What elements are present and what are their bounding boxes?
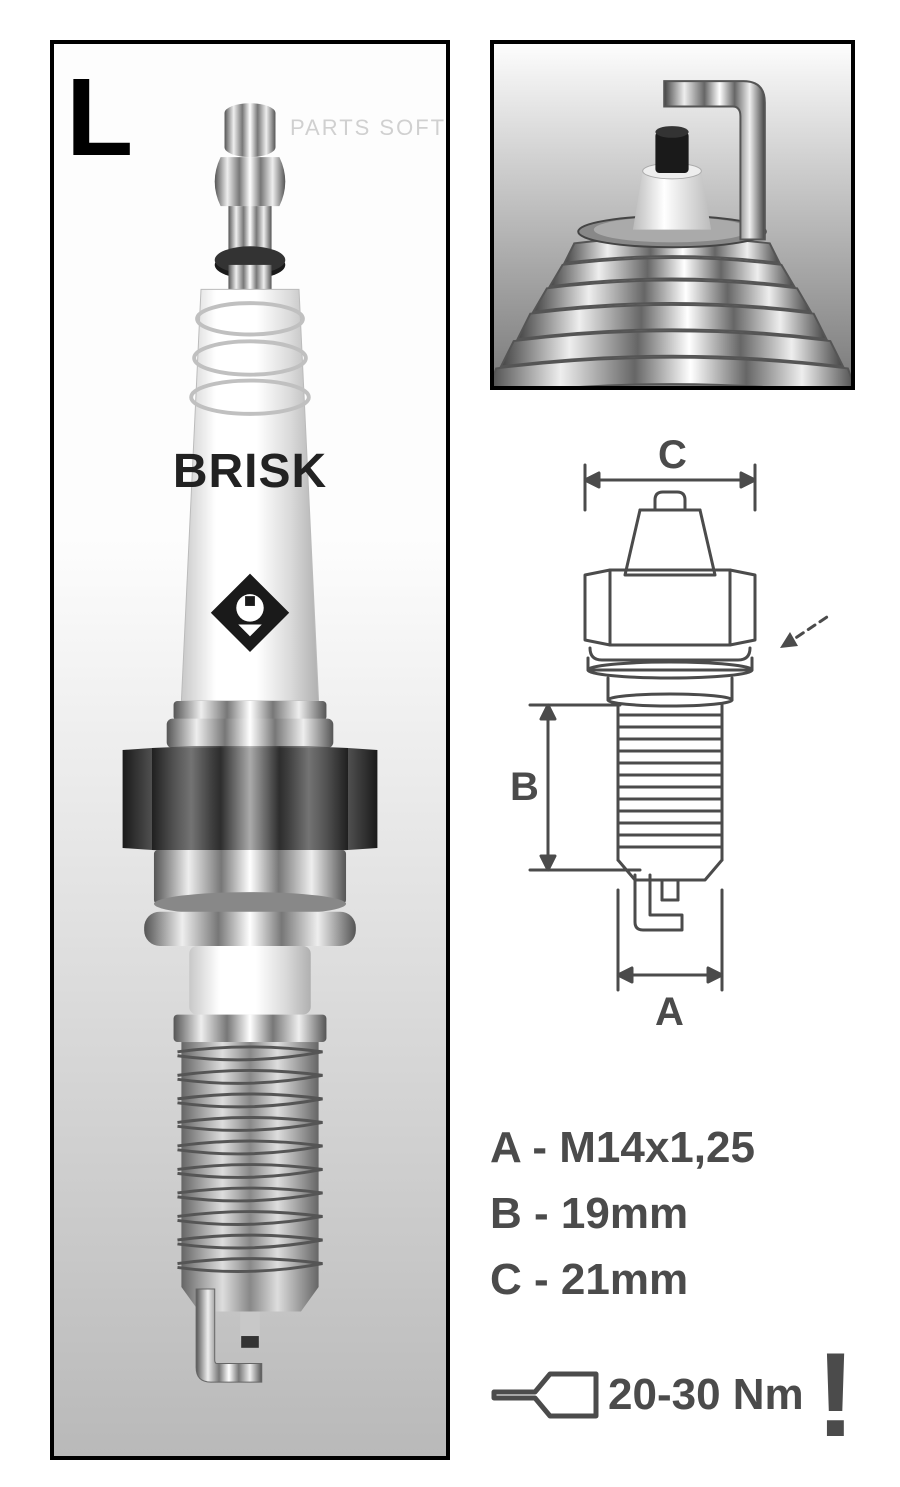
- main-panel: L: [50, 40, 450, 1460]
- spec-c: C - 21mm: [490, 1247, 860, 1313]
- spec-b: B - 19mm: [490, 1181, 860, 1247]
- dim-label-a: A: [655, 990, 684, 1034]
- watermark-text: PARTS SOFT: [290, 115, 446, 141]
- dim-label-b: B: [510, 765, 539, 809]
- tip-closeup-panel: [490, 40, 855, 390]
- torque-row: 20-30 Nm !: [490, 1340, 870, 1450]
- torque-value: 20-30 Nm: [608, 1370, 804, 1420]
- spark-plug-main-illustration: [54, 44, 446, 1456]
- dim-label-c: C: [658, 433, 687, 477]
- spec-a: A - M14x1,25: [490, 1115, 860, 1181]
- dimension-diagram: C B A: [490, 430, 855, 1050]
- tip-closeup-illustration: [494, 44, 851, 386]
- wrench-icon: [490, 1360, 600, 1430]
- torque-exclaim-icon: !: [816, 1347, 856, 1443]
- specs-block: A - M14x1,25 B - 19mm C - 21mm: [490, 1115, 860, 1313]
- brand-label: BRISK: [54, 444, 446, 499]
